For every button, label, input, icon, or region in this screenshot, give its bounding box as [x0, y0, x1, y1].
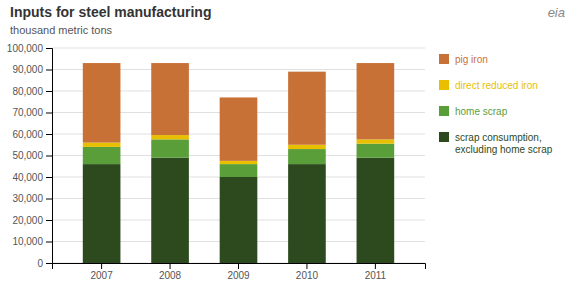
bar — [151, 158, 189, 263]
tick-mark — [170, 263, 171, 269]
tick: 30,000 — [12, 193, 52, 204]
legend-item: pig iron — [439, 54, 488, 65]
bar — [151, 139, 189, 157]
tick-mark — [46, 242, 52, 243]
tick-mark — [46, 199, 52, 200]
tick-label: 70,000 — [12, 107, 43, 118]
tick-label: 2007 — [90, 270, 113, 281]
legend-label: scrap consumption,excluding home scrap — [455, 132, 553, 155]
tick-label: 60,000 — [12, 129, 43, 140]
bar — [357, 139, 395, 143]
tick: 10,000 — [12, 236, 52, 247]
legend-item: scrap consumption,excluding home scrap — [439, 132, 553, 155]
tick-label: 10,000 — [12, 236, 43, 247]
bar — [220, 164, 258, 177]
tick-label: 50,000 — [12, 150, 43, 161]
bar — [288, 145, 326, 149]
legend: pig iron direct reduced iron home scrap scr… — [439, 54, 553, 155]
tick: 2011 — [365, 263, 387, 281]
grid — [52, 48, 425, 263]
bar — [220, 161, 258, 164]
bar — [83, 164, 121, 263]
tick: 2008 — [159, 263, 182, 281]
tick-mark — [46, 220, 52, 221]
tick: 2010 — [296, 263, 319, 281]
tick: 20,000 — [12, 215, 52, 226]
subtitle: thousand metric tons — [10, 24, 113, 36]
tick: 50,000 — [12, 150, 52, 161]
tick-label: 100,000 — [7, 43, 44, 54]
bar — [83, 63, 121, 143]
x-axis: 2007 2008 2009 2010 2011 — [53, 263, 426, 281]
tick-label: 80,000 — [12, 86, 43, 97]
bar — [220, 97, 258, 160]
tick-mark — [46, 177, 52, 178]
tick-mark — [375, 263, 376, 269]
tick-mark — [46, 91, 52, 92]
tick-label: 2011 — [365, 270, 387, 281]
tick-mark — [46, 48, 52, 49]
legend-item: direct reduced iron — [439, 80, 538, 91]
legend-swatch — [439, 80, 449, 90]
tick-label: 2010 — [296, 270, 319, 281]
axis-line — [46, 49, 53, 264]
tick: 2009 — [227, 263, 250, 281]
tick-label: 2008 — [159, 270, 182, 281]
tick: 90,000 — [12, 64, 52, 75]
legend-swatch — [439, 106, 449, 116]
bar — [151, 63, 189, 135]
tick-label: 30,000 — [12, 193, 43, 204]
legend-label: home scrap — [455, 106, 508, 117]
tick: 100,000 — [7, 43, 52, 54]
bar — [288, 72, 326, 145]
tick: 60,000 — [12, 129, 52, 140]
tick-label: 2009 — [227, 270, 250, 281]
tick: 0 — [37, 258, 52, 269]
tick: 70,000 — [12, 107, 52, 118]
tick-mark — [46, 70, 52, 71]
bar — [357, 144, 395, 158]
tick-mark — [306, 263, 307, 269]
legend-label: direct reduced iron — [455, 80, 538, 91]
annotation: eia — [548, 5, 565, 20]
tick-mark — [238, 263, 239, 269]
tick-mark — [46, 156, 52, 157]
bar — [357, 158, 395, 263]
tick: 80,000 — [12, 86, 52, 97]
legend-swatch — [439, 132, 449, 142]
bar — [220, 177, 258, 263]
bar — [357, 63, 395, 139]
series — [83, 158, 394, 263]
tick-mark — [46, 134, 52, 135]
axis-line — [53, 264, 426, 270]
tick: 40,000 — [12, 172, 52, 183]
bar — [151, 135, 189, 139]
chart: Inputs for steel manufacturing thousand m… — [0, 0, 575, 287]
tick-mark — [46, 263, 52, 264]
bar — [83, 147, 121, 164]
title: Inputs for steel manufacturing — [10, 4, 211, 20]
bar — [83, 143, 121, 147]
plot: 0 10,000 20,000 30,000 40,000 50,000 60,000 70,… — [7, 43, 426, 281]
tick-label: 40,000 — [12, 172, 43, 183]
legend-item: home scrap — [439, 106, 508, 117]
y-axis: 0 10,000 20,000 30,000 40,000 50,000 60,000 70,… — [7, 43, 53, 269]
tick-label: 20,000 — [12, 215, 43, 226]
bar — [288, 164, 326, 263]
bar — [288, 149, 326, 164]
tick-label: 0 — [37, 258, 43, 269]
bars — [83, 63, 394, 263]
series — [83, 63, 394, 161]
tick: 2007 — [90, 263, 113, 281]
tick-mark — [101, 263, 102, 269]
tick-label: 90,000 — [12, 64, 43, 75]
grid-line — [52, 48, 425, 49]
tick-mark — [46, 113, 52, 114]
legend-swatch — [439, 54, 449, 64]
legend-label: pig iron — [455, 54, 488, 65]
